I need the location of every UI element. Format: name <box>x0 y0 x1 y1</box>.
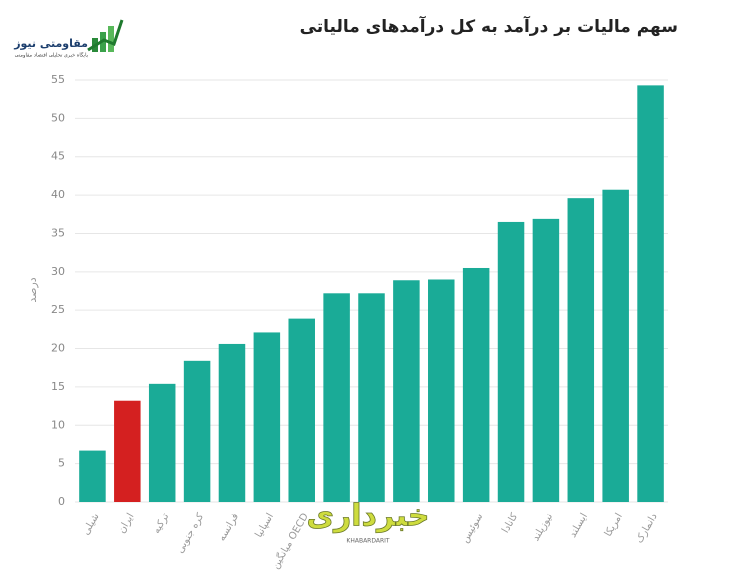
bar <box>253 332 281 502</box>
bar <box>393 280 420 502</box>
bar <box>183 360 211 502</box>
chart-title: سهم مالیات بر درآمد به کل درآمدهای مالیا… <box>300 15 678 37</box>
bar <box>358 293 385 502</box>
y-tick-label: 45 <box>51 150 65 163</box>
bar <box>79 450 106 502</box>
bar <box>602 189 629 502</box>
y-tick-label: 55 <box>51 73 65 86</box>
y-tick-label: 25 <box>51 303 65 316</box>
watermark-latin: KHABARDARIT <box>346 538 389 545</box>
y-tick-label: 5 <box>58 457 65 470</box>
bar <box>218 343 246 502</box>
bar <box>462 267 490 502</box>
watermark: خبرداری KHABARDARIT <box>306 498 430 545</box>
bar <box>497 221 525 503</box>
y-axis-label: درصد <box>26 277 39 302</box>
logo-bar <box>108 26 114 52</box>
y-tick-label: 15 <box>51 380 65 393</box>
y-tick-label: 50 <box>51 111 65 124</box>
y-tick-label: 40 <box>51 188 65 201</box>
bar <box>288 318 315 502</box>
watermark-name: خبرداری <box>307 499 430 534</box>
bar <box>532 218 560 503</box>
logo: مقاومتی نیوز پایگاه خبری تحلیلی اقتصاد م… <box>13 19 124 59</box>
bar <box>323 293 350 502</box>
logo-name: مقاومتی نیوز <box>13 37 88 50</box>
bar <box>567 198 595 502</box>
bar <box>114 400 141 502</box>
logo-tagline: پایگاه خبری تحلیلی اقتصاد مقاومتی <box>15 52 89 59</box>
bar <box>428 279 455 502</box>
y-tick-label: 35 <box>51 226 65 239</box>
y-tick-label: 10 <box>51 418 65 431</box>
bar <box>637 85 664 502</box>
y-tick-label: 0 <box>58 495 65 508</box>
bar <box>148 383 176 502</box>
y-tick-label: 30 <box>51 265 65 278</box>
y-tick-label: 20 <box>51 342 65 355</box>
logo-arrow <box>87 19 124 52</box>
